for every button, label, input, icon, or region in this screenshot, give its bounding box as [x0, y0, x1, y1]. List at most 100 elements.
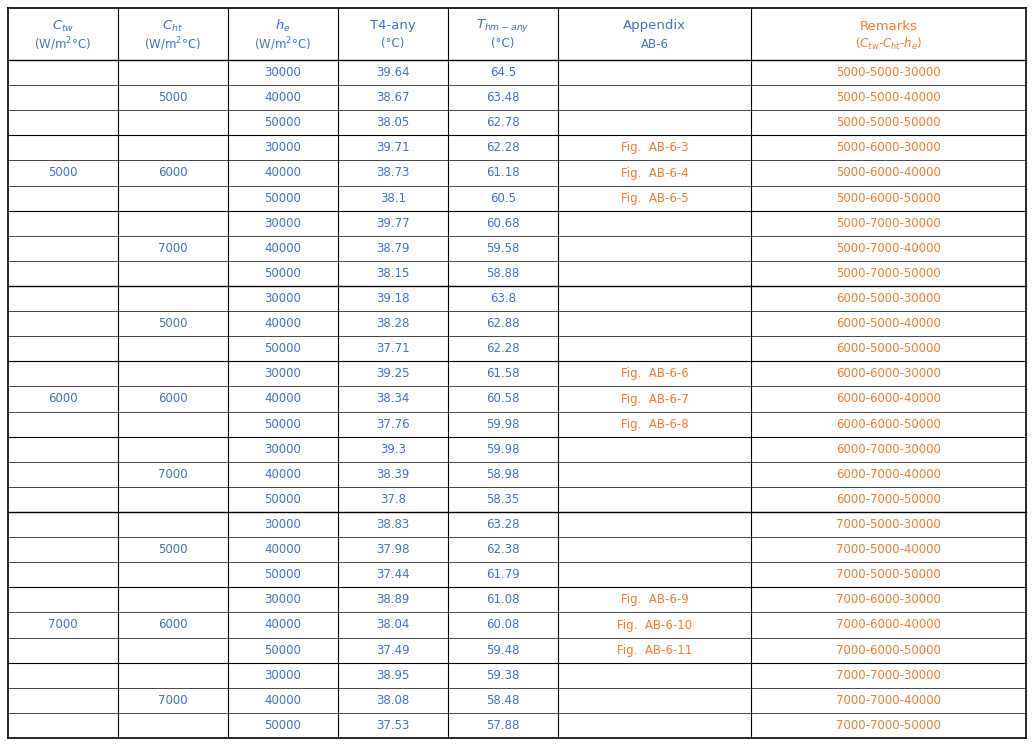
Text: 40000: 40000: [265, 694, 301, 706]
Text: 5000: 5000: [158, 317, 187, 330]
Text: 60.08: 60.08: [486, 618, 519, 632]
Text: 64.5: 64.5: [490, 66, 516, 79]
Text: 50000: 50000: [265, 192, 301, 204]
Text: 37.98: 37.98: [376, 543, 409, 557]
Text: Fig.  AB-6-3: Fig. AB-6-3: [620, 142, 689, 154]
Text: 38.73: 38.73: [376, 166, 409, 180]
Text: 7000-6000-30000: 7000-6000-30000: [837, 593, 941, 606]
Text: 5000-5000-50000: 5000-5000-50000: [837, 116, 941, 129]
Text: Appendix: Appendix: [622, 19, 686, 33]
Text: 5000-6000-30000: 5000-6000-30000: [837, 142, 941, 154]
Text: $h_e$: $h_e$: [275, 18, 291, 34]
Text: 63.28: 63.28: [486, 518, 519, 531]
Text: 6000: 6000: [158, 392, 188, 406]
Text: 6000-6000-40000: 6000-6000-40000: [837, 392, 941, 406]
Text: 7000-6000-40000: 7000-6000-40000: [837, 618, 941, 632]
Text: 30000: 30000: [265, 66, 301, 79]
Text: 50000: 50000: [265, 644, 301, 656]
Text: 6000-7000-50000: 6000-7000-50000: [837, 493, 941, 506]
Text: 6000-5000-30000: 6000-5000-30000: [837, 292, 941, 305]
Text: 6000: 6000: [49, 392, 78, 406]
Text: 5000: 5000: [158, 543, 187, 557]
Text: 7000-7000-50000: 7000-7000-50000: [837, 719, 941, 732]
Text: 59.48: 59.48: [486, 644, 519, 656]
Text: 5000-5000-40000: 5000-5000-40000: [837, 91, 941, 104]
Text: Fig.  AB-6-10: Fig. AB-6-10: [617, 618, 692, 632]
Text: 7000: 7000: [158, 468, 188, 481]
Text: 30000: 30000: [265, 142, 301, 154]
Text: 50000: 50000: [265, 719, 301, 732]
Text: ($C_{tw}$-$C_{ht}$-$h_e$): ($C_{tw}$-$C_{ht}$-$h_e$): [855, 36, 922, 52]
Text: 38.67: 38.67: [376, 91, 409, 104]
Text: 58.35: 58.35: [486, 493, 519, 506]
Text: 40000: 40000: [265, 317, 301, 330]
Text: 50000: 50000: [265, 116, 301, 129]
Text: 5000-7000-30000: 5000-7000-30000: [837, 217, 941, 230]
Text: 40000: 40000: [265, 242, 301, 255]
Text: 37.53: 37.53: [376, 719, 409, 732]
Text: 37.44: 37.44: [376, 568, 409, 581]
Text: (W/m$^2$°C): (W/m$^2$°C): [145, 35, 202, 53]
Text: 50000: 50000: [265, 267, 301, 280]
Text: 59.98: 59.98: [486, 442, 519, 456]
Text: 40000: 40000: [265, 618, 301, 632]
Text: 30000: 30000: [265, 217, 301, 230]
Text: 7000: 7000: [158, 694, 188, 706]
Text: Fig.  AB-6-8: Fig. AB-6-8: [620, 418, 689, 430]
Text: 37.71: 37.71: [376, 342, 409, 355]
Text: 6000: 6000: [158, 618, 188, 632]
Text: Fig.  AB-6-4: Fig. AB-6-4: [620, 166, 689, 180]
Text: 61.08: 61.08: [486, 593, 519, 606]
Text: 60.68: 60.68: [486, 217, 519, 230]
Text: 7000-5000-40000: 7000-5000-40000: [837, 543, 941, 557]
Text: 62.28: 62.28: [486, 142, 519, 154]
Text: 38.15: 38.15: [376, 267, 409, 280]
Text: 38.04: 38.04: [376, 618, 409, 632]
Text: 7000-6000-50000: 7000-6000-50000: [837, 644, 941, 656]
Text: 37.49: 37.49: [376, 644, 409, 656]
Text: 38.39: 38.39: [376, 468, 409, 481]
Text: 59.98: 59.98: [486, 418, 519, 430]
Text: 40000: 40000: [265, 543, 301, 557]
Text: 38.83: 38.83: [376, 518, 409, 531]
Text: 50000: 50000: [265, 568, 301, 581]
Text: 7000-5000-30000: 7000-5000-30000: [837, 518, 941, 531]
Text: 50000: 50000: [265, 418, 301, 430]
Text: 62.28: 62.28: [486, 342, 519, 355]
Text: 63.8: 63.8: [490, 292, 516, 305]
Text: 30000: 30000: [265, 292, 301, 305]
Text: 38.1: 38.1: [379, 192, 405, 204]
Text: 38.08: 38.08: [376, 694, 409, 706]
Text: Remarks: Remarks: [859, 19, 917, 33]
Text: (W/m$^2$°C): (W/m$^2$°C): [34, 35, 91, 53]
Text: AB-6: AB-6: [640, 37, 668, 51]
Text: 30000: 30000: [265, 367, 301, 380]
Text: 58.98: 58.98: [486, 468, 519, 481]
Text: 7000-5000-50000: 7000-5000-50000: [837, 568, 941, 581]
Text: (W/m$^2$°C): (W/m$^2$°C): [254, 35, 311, 53]
Text: 61.79: 61.79: [486, 568, 520, 581]
Text: 38.89: 38.89: [376, 593, 409, 606]
Text: 30000: 30000: [265, 518, 301, 531]
Text: 5000-6000-50000: 5000-6000-50000: [837, 192, 941, 204]
Text: 40000: 40000: [265, 392, 301, 406]
Text: 62.38: 62.38: [486, 543, 519, 557]
Text: 60.58: 60.58: [486, 392, 519, 406]
Text: 59.58: 59.58: [486, 242, 519, 255]
Text: 59.38: 59.38: [486, 668, 519, 682]
Text: $C_{ht}$: $C_{ht}$: [162, 19, 183, 34]
Text: 39.77: 39.77: [376, 217, 409, 230]
Text: 61.58: 61.58: [486, 367, 519, 380]
Text: 6000: 6000: [158, 166, 188, 180]
Text: 5000: 5000: [158, 91, 187, 104]
Text: 38.28: 38.28: [376, 317, 409, 330]
Text: $T_{hm-any}$: $T_{hm-any}$: [476, 17, 529, 34]
Text: T4-any: T4-any: [370, 19, 416, 33]
Text: 39.25: 39.25: [376, 367, 409, 380]
Text: 40000: 40000: [265, 91, 301, 104]
Text: 37.76: 37.76: [376, 418, 409, 430]
Text: 6000-6000-30000: 6000-6000-30000: [837, 367, 941, 380]
Text: 58.88: 58.88: [486, 267, 519, 280]
Text: (°C): (°C): [382, 37, 404, 51]
Text: 40000: 40000: [265, 468, 301, 481]
